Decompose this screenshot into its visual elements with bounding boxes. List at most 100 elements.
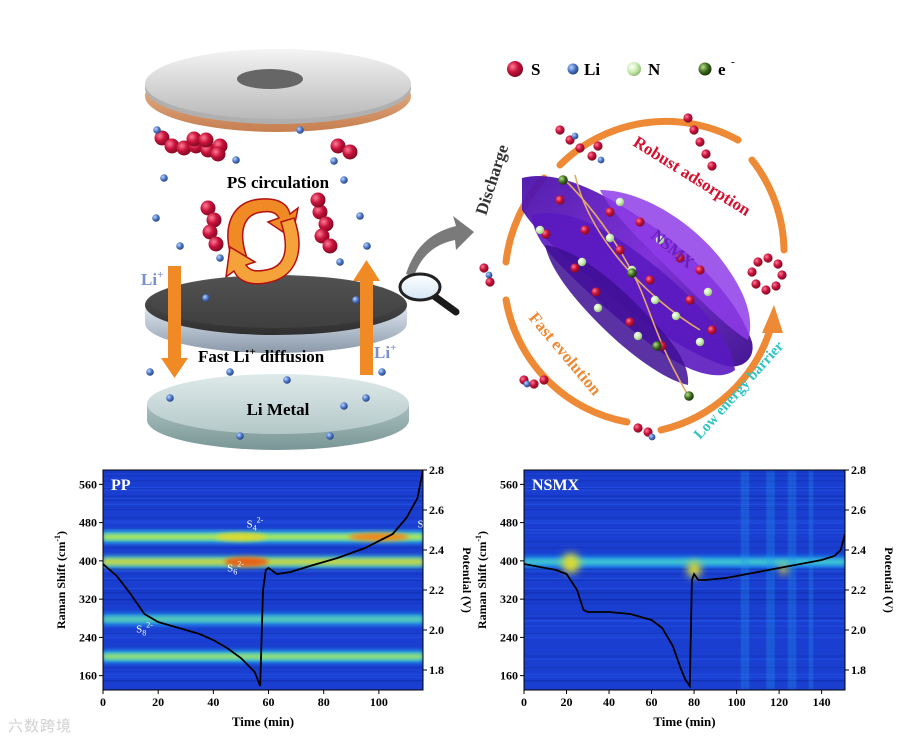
electron: [558, 175, 568, 185]
sulfur-atom: [575, 143, 585, 153]
y2-tick-label: 2.2: [851, 583, 866, 597]
watermark-text: 六数跨境: [8, 717, 73, 735]
sulfur-atom: [635, 217, 645, 227]
electron: [652, 341, 662, 351]
sulfur-legend-swatch: [507, 61, 523, 77]
noise-line: [524, 541, 845, 543]
vertical-streak: [809, 470, 813, 690]
x-tick-label: 80: [318, 695, 330, 709]
lithium-ion: [363, 242, 371, 250]
y2-tick-label: 2.4: [429, 543, 444, 557]
legend-e-label: e: [718, 60, 726, 79]
y2-axis-label: Potential (V): [460, 547, 474, 613]
noise-line: [103, 508, 423, 510]
noise-line: [103, 625, 423, 627]
noise-line: [524, 599, 845, 601]
noise-line: [524, 591, 845, 593]
noise-line: [524, 655, 845, 657]
lithium-ion: [236, 432, 244, 440]
y-tick-label: 160: [500, 669, 518, 683]
lithium-ion: [216, 254, 224, 262]
noise-line: [524, 615, 845, 617]
y2-tick-label: 2.0: [851, 623, 866, 637]
x-tick-label: 100: [728, 695, 746, 709]
sulfur-atom: [625, 317, 635, 327]
sulfur-atom: [485, 277, 495, 287]
nsmx-nanosheets: [522, 174, 753, 396]
noise-line: [524, 508, 845, 510]
vertical-streak: [792, 470, 796, 690]
noise-line: [103, 507, 423, 509]
lithium-ion: [296, 126, 304, 134]
x-tick-label: 40: [207, 695, 219, 709]
noise-line: [524, 593, 845, 595]
panel-label: NSMX: [532, 477, 580, 494]
y-axis-label: Raman Shift (cm-1): [474, 531, 489, 629]
sulfur-atom: [689, 125, 699, 135]
ps-circulation-label: PS circulation: [227, 173, 330, 192]
x-axis-label: Time (min): [232, 714, 294, 729]
noise-line: [524, 570, 845, 572]
noise-line: [103, 570, 423, 572]
polysulfide-sulfur-atom: [154, 130, 170, 146]
polysulfide-sulfur-atom: [208, 236, 224, 252]
electron-legend-swatch: [698, 62, 712, 76]
electron: [684, 391, 694, 401]
nitrogen-atom: [535, 225, 545, 235]
y2-tick-label: 2.2: [429, 583, 444, 597]
noise-line: [103, 471, 423, 473]
sulfur-atom: [751, 279, 761, 289]
sulfur-atom: [645, 275, 655, 285]
x-tick-label: 0: [100, 695, 106, 709]
legend-li-label: Li: [584, 60, 600, 79]
polysulfide-sulfur-atom: [310, 192, 326, 208]
sulfur-atom: [615, 245, 625, 255]
y2-tick-label: 2.6: [851, 503, 866, 517]
lithium-ion: [648, 433, 656, 441]
sulfur-atom: [777, 270, 787, 280]
lithium-legend-swatch: [567, 63, 579, 75]
sulfur-atom: [747, 267, 757, 277]
noise-line: [524, 633, 845, 635]
polysulfide-sulfur-atom: [342, 144, 358, 160]
x-tick-label: 20: [152, 695, 164, 709]
lithium-ion: [326, 432, 334, 440]
noise-line: [524, 634, 845, 636]
y-axis-label: Raman Shift (cm-1): [53, 531, 68, 629]
lithium-ion: [153, 126, 161, 134]
lithium-ion: [523, 380, 531, 388]
noise-line: [524, 520, 845, 522]
y-tick-label: 320: [500, 592, 518, 606]
x-tick-label: 140: [813, 695, 831, 709]
sulfur-atom: [763, 253, 773, 263]
noise-line: [524, 569, 845, 571]
polysulfide-sulfur-atom: [206, 212, 222, 228]
noise-line: [103, 499, 423, 501]
noise-line: [524, 507, 845, 509]
noise-line: [524, 503, 845, 505]
polysulfide-sulfur-atom: [176, 140, 192, 156]
noise-line: [524, 495, 845, 497]
polysulfide-sulfur-atom: [330, 138, 346, 154]
nitrogen-legend-swatch: [627, 62, 641, 76]
plot-frame: [102, 469, 424, 691]
lithium-ion: [378, 368, 386, 376]
li-ion-up-arrow: [353, 260, 380, 375]
noise-line: [103, 568, 423, 570]
nitrogen-atom: [577, 257, 587, 267]
lithium-ion: [176, 242, 184, 250]
electron: [627, 268, 637, 278]
sulfur-atom: [591, 287, 601, 297]
noise-line: [524, 532, 845, 534]
vertical-streak: [771, 470, 775, 690]
noise-line: [103, 487, 423, 489]
y2-tick-label: 1.8: [429, 663, 444, 677]
lithium-ion: [152, 214, 160, 222]
legend-e-sup: -: [731, 56, 735, 68]
y2-tick-label: 2.4: [851, 543, 866, 557]
noise-line: [103, 567, 423, 569]
nitrogen-atom: [615, 197, 625, 207]
noise-line: [524, 487, 845, 489]
x-tick-label: 40: [603, 695, 615, 709]
hot-region-s6: [224, 556, 269, 567]
